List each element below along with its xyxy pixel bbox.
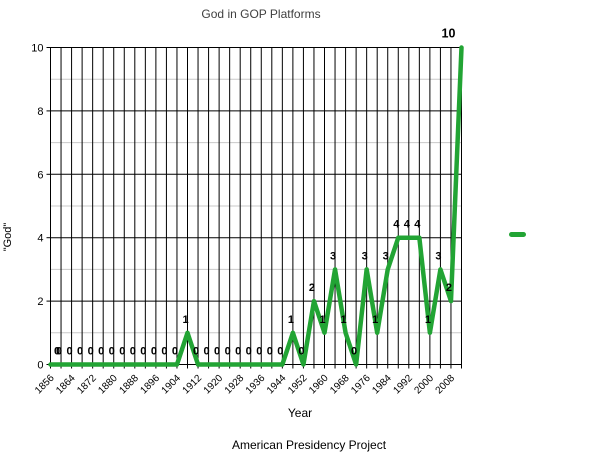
x-tick-label: 1856 xyxy=(33,373,57,397)
x-tick-label: 1888 xyxy=(117,373,141,397)
data-label: 0 xyxy=(130,346,136,358)
data-label: 0 xyxy=(204,346,210,358)
data-label: 3 xyxy=(330,250,336,262)
data-label: 4 xyxy=(393,219,400,231)
x-tick-label: 1944 xyxy=(265,373,289,397)
y-tick-label: 0 xyxy=(37,360,43,372)
x-tick-label: 1912 xyxy=(181,373,205,397)
data-label: 1 xyxy=(288,314,294,326)
data-label: 2 xyxy=(309,282,315,294)
y-tick-label: 2 xyxy=(37,296,43,308)
data-label: 3 xyxy=(435,250,441,262)
x-tick-label: 1968 xyxy=(328,373,352,397)
data-label: 0 xyxy=(193,346,199,358)
data-label: 1 xyxy=(425,314,431,326)
data-label: 0 xyxy=(109,346,115,358)
x-tick-label: 1984 xyxy=(370,373,394,397)
data-label: 2 xyxy=(446,282,452,294)
y-tick-label: 10 xyxy=(31,43,43,55)
y-tick-label: 6 xyxy=(37,169,43,181)
chart-title: God in GOP Platforms xyxy=(201,7,321,21)
series-line xyxy=(48,45,464,367)
data-label: 4 xyxy=(414,219,421,231)
source-caption: American Presidency Project xyxy=(231,438,387,452)
data-label: 0 xyxy=(256,346,262,358)
data-label: 0 xyxy=(298,346,304,358)
x-tick-label: 1936 xyxy=(244,373,268,397)
x-tick-label: 1896 xyxy=(138,373,162,397)
y-tick-label: 8 xyxy=(37,106,43,118)
data-label: 0 xyxy=(140,346,146,358)
y-tick-label: 4 xyxy=(37,233,43,245)
x-tick-label: 1872 xyxy=(75,373,99,397)
data-label: 0 xyxy=(67,346,73,358)
data-label: 3 xyxy=(383,250,389,262)
data-label: 3 xyxy=(362,250,368,262)
x-axis-title: Year xyxy=(287,406,313,420)
data-label: 0 xyxy=(235,346,241,358)
legend-series-marker xyxy=(509,232,526,237)
data-label: 0 xyxy=(161,346,167,358)
x-tick-label: 1880 xyxy=(96,373,120,397)
data-label: 0 xyxy=(98,346,104,358)
x-tick-label: 1976 xyxy=(349,373,373,397)
data-label: 1 xyxy=(372,314,378,326)
data-label: 0 xyxy=(151,346,157,358)
x-tick-label: 1864 xyxy=(54,373,78,397)
data-label: 0 xyxy=(54,346,60,358)
data-label: 1 xyxy=(341,314,347,326)
data-label: 10 xyxy=(442,27,456,41)
data-label: 0 xyxy=(172,346,178,358)
data-label: 0 xyxy=(267,346,273,358)
data-label: 0 xyxy=(246,346,252,358)
data-label: 0 xyxy=(119,346,125,358)
data-label: 0 xyxy=(351,346,357,358)
data-label: 0 xyxy=(88,346,94,358)
data-label: 0 xyxy=(277,346,283,358)
x-tick-label: 2008 xyxy=(434,373,458,397)
x-tick-label: 1992 xyxy=(391,373,415,397)
x-tick-label: 1928 xyxy=(223,373,247,397)
data-label: 1 xyxy=(182,314,188,326)
x-tick-label: 1920 xyxy=(202,373,226,397)
y-axis-title: "God" xyxy=(2,223,14,252)
data-label: 0 xyxy=(56,346,62,358)
data-label: 1 xyxy=(319,314,325,326)
x-tick-label: 1904 xyxy=(160,373,184,397)
x-tick-label: 1952 xyxy=(286,373,310,397)
x-tick-label: 2000 xyxy=(412,373,436,397)
data-label: 0 xyxy=(225,346,231,358)
data-label: 0 xyxy=(77,346,83,358)
data-label: 0 xyxy=(214,346,220,358)
data-label: 4 xyxy=(404,219,411,231)
x-tick-label: 1960 xyxy=(307,373,331,397)
